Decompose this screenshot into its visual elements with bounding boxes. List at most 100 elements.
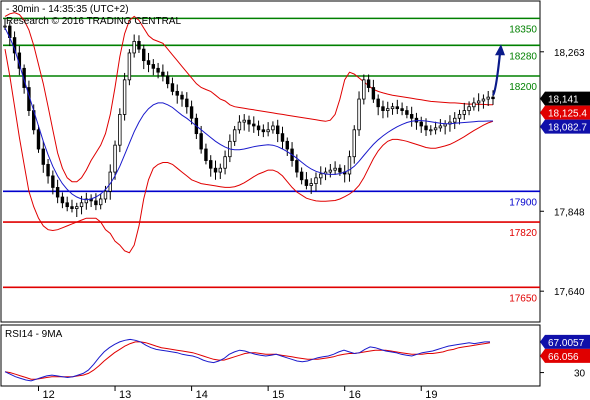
level-label-17650: 17650: [509, 293, 537, 304]
candle-body: [103, 190, 108, 200]
candle-body: [486, 96, 490, 100]
candle-body: [84, 198, 89, 204]
rsi-panel-frame: [0, 324, 541, 387]
candle-body: [185, 98, 189, 108]
rsi-panel: 30 67.0057 66.056: [4, 334, 590, 382]
candle-body: [409, 114, 414, 119]
candle-body: [94, 200, 98, 206]
candle-body: [491, 96, 495, 100]
candle-body: [122, 79, 127, 115]
candle-body: [36, 129, 41, 150]
value-box-18,125.4: [540, 105, 590, 120]
candle-body: [223, 156, 227, 169]
candle-body: [137, 41, 141, 50]
candle-body: [333, 167, 337, 171]
candle-body: [213, 167, 218, 173]
candle-body: [266, 129, 270, 133]
candle-body: [276, 125, 280, 135]
candle-body: [319, 173, 323, 179]
forecast-arrow-shaft: [492, 53, 502, 96]
rsi-ma-line: [4, 341, 491, 380]
level-label-17820: 17820: [509, 228, 537, 239]
candle-body: [472, 102, 476, 108]
moving-average: [4, 27, 493, 201]
candle-body: [118, 114, 122, 146]
level-label-17900: 17900: [509, 197, 537, 208]
level-label-18200: 18200: [509, 82, 537, 93]
x-tick-label-16: 16: [349, 389, 361, 400]
candle-body: [161, 71, 165, 77]
bollinger-bands: [4, 12, 494, 254]
candle-body: [46, 163, 50, 177]
price-tick-label-18,263: 18,263: [554, 48, 585, 59]
candle-body: [453, 117, 457, 123]
candle-body: [395, 106, 400, 110]
forecast-arrow-head: [495, 44, 505, 56]
candle-body: [170, 83, 175, 92]
candle-body: [247, 119, 251, 125]
candle-body: [481, 98, 486, 102]
candle-body: [60, 196, 65, 204]
candle-body: [271, 125, 275, 131]
candle-body: [376, 98, 380, 108]
candle-body: [204, 148, 208, 161]
candle-body: [366, 79, 371, 88]
candle-body: [165, 75, 170, 85]
x-tick-label-12: 12: [42, 389, 54, 400]
level-label-18280: 18280: [509, 51, 537, 62]
candle-body: [419, 121, 423, 127]
candle-body: [304, 179, 309, 186]
candle-body: [285, 140, 289, 150]
bollinger-upper-band: [4, 12, 493, 183]
candle-body: [252, 123, 256, 127]
candle-body: [79, 202, 84, 208]
value-box-18,141: [540, 91, 590, 106]
candle-body: [151, 64, 156, 69]
candle-body: [362, 79, 366, 100]
candle-body: [261, 129, 266, 133]
candle-body: [237, 121, 242, 131]
candle-body: [146, 60, 151, 65]
candle-body: [386, 108, 390, 111]
candle-body: [180, 94, 184, 100]
candle-body: [175, 90, 179, 96]
candle-body: [467, 106, 471, 111]
candle-body: [381, 106, 385, 111]
price-panel-frame: [0, 0, 541, 323]
x-axis: 12 13 14 15 16 19: [37, 386, 437, 400]
candle-body: [70, 206, 74, 209]
rsi-value-box-66.056: [540, 348, 590, 363]
candle-body: [328, 169, 333, 173]
candle-body: [75, 206, 79, 209]
candle-body: [113, 144, 117, 173]
candle-body: [357, 98, 361, 131]
candle-body: [132, 41, 136, 54]
candle-body: [156, 67, 160, 73]
candle-body: [457, 114, 462, 119]
header-line-1: - 30min - 14:35:35 (UTC+2): [6, 4, 129, 15]
rsi-value-box-67.0057: [540, 334, 590, 349]
forecast-arrow: [492, 44, 505, 96]
candle-body: [299, 171, 304, 181]
rsi-value-box-text-67.0057: 67.0057: [548, 338, 585, 349]
rsi-value-box-text-66.056: 66.056: [548, 352, 579, 363]
candle-body: [3, 25, 7, 28]
candle-body: [438, 125, 443, 129]
candle-body: [352, 129, 356, 158]
candle-body: [55, 187, 60, 198]
candle-body: [65, 202, 69, 208]
candle-body: [390, 106, 395, 110]
candle-body: [98, 198, 103, 206]
candle-body: [41, 148, 45, 165]
candle-body: [462, 110, 466, 115]
level-lines: 18350 18280 18200 17900 17820 17650: [3, 17, 540, 304]
candle-body: [199, 133, 203, 150]
candle-body: [280, 133, 285, 142]
candle-body: [22, 67, 26, 88]
level-label-18350: 18350: [509, 24, 537, 35]
header-line-2: Research © 2016 TRADING CENTRAL: [6, 16, 181, 27]
value-box-text-18,082.7: 18,082.7: [548, 123, 587, 134]
rsi-title: RSI14 - 9MA: [5, 329, 63, 340]
